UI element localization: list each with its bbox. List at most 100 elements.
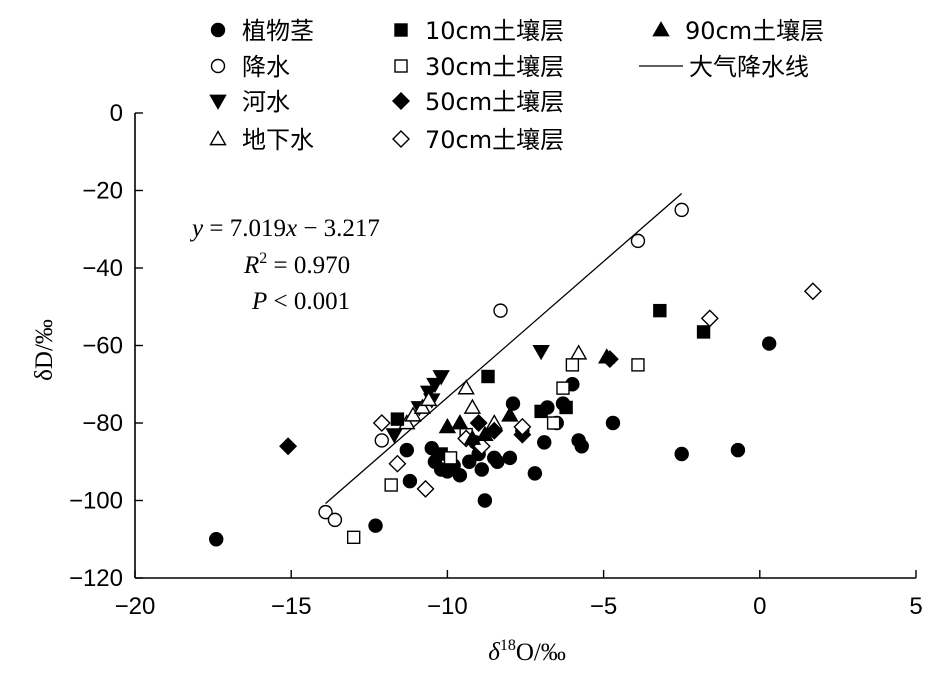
x-axis-label-rest: O/‰: [516, 639, 566, 666]
data-point: [485, 421, 504, 440]
series-1: [318, 202, 689, 528]
data-point: [399, 442, 414, 458]
p-text: P < 0.001: [251, 288, 350, 315]
data-point: [279, 437, 298, 456]
data-point: [463, 429, 482, 445]
data-point: [559, 400, 573, 415]
data-point: [493, 303, 508, 318]
data-point: [574, 439, 589, 454]
data-point: [674, 446, 689, 462]
data-point: [474, 462, 489, 477]
data-point: [327, 512, 343, 528]
data-point: [534, 404, 548, 419]
data-point: [546, 416, 561, 430]
legend-label: 降水: [242, 53, 290, 81]
data-point: [565, 358, 580, 372]
data-point: [598, 348, 616, 364]
data-point: [413, 398, 432, 414]
legend-label: 河水: [242, 88, 290, 116]
data-point: [452, 468, 468, 483]
data-point: [696, 325, 711, 339]
data-point: [416, 479, 435, 498]
meteoric-water-line-group: [325, 192, 683, 505]
data-point: [674, 202, 689, 218]
legend-label: 植物茎: [242, 17, 314, 45]
legend-label: 10cm土壤层: [425, 17, 564, 45]
data-point: [457, 379, 475, 395]
x-tick-label: 0: [753, 593, 766, 620]
data-point: [569, 344, 588, 360]
data-point: [502, 450, 518, 466]
legend-marker: [392, 92, 410, 110]
data-point: [605, 415, 621, 431]
equation-y: y: [189, 215, 204, 242]
legend-label: 90cm土壤层: [685, 17, 824, 45]
data-point: [803, 282, 822, 301]
data-point: [368, 518, 383, 533]
series-8: [438, 348, 616, 445]
legend-label: 大气降水线: [689, 53, 809, 81]
data-point: [513, 417, 532, 436]
legend-marker: [394, 23, 408, 37]
legend-label: 30cm土壤层: [425, 53, 564, 81]
data-point: [481, 369, 495, 384]
data-point: [385, 428, 403, 444]
y-tick-label: −20: [82, 178, 123, 205]
regression-annotation: y = 7.019x − 3.217 R2 = 0.970 P < 0.001: [189, 215, 380, 315]
data-point: [390, 412, 405, 426]
data-point: [438, 417, 457, 434]
data-point: [374, 433, 389, 448]
data-point: [462, 454, 477, 469]
data-point: [490, 454, 505, 469]
y-tick-label: 0: [110, 100, 123, 127]
data-point: [761, 336, 777, 351]
data-point: [463, 398, 482, 414]
r2-rest: = 0.970: [267, 252, 350, 279]
x-tick-label: −15: [271, 593, 312, 620]
data-point: [476, 425, 494, 441]
equation-rest: − 3.217: [297, 215, 380, 242]
data-point: [372, 414, 391, 432]
p-p: P: [251, 288, 267, 315]
data-point: [402, 473, 418, 489]
r2-sup: 2: [259, 250, 267, 267]
data-point: [556, 381, 570, 395]
y-tick-label: −80: [82, 410, 123, 437]
equation-x: x: [285, 215, 297, 242]
x-tick-label: 5: [909, 593, 922, 620]
p-rest: < 0.001: [267, 288, 350, 315]
r2-text: R2 = 0.970: [243, 250, 350, 279]
data-point: [537, 435, 552, 450]
y-tick-label: −100: [69, 488, 123, 515]
data-point: [653, 303, 667, 318]
y-axis-label: δD/‰: [31, 319, 58, 381]
equation-eq: = 7.019: [203, 215, 286, 242]
data-points: [209, 202, 822, 547]
data-point: [469, 414, 488, 432]
legend-label: 地下水: [242, 126, 314, 154]
data-point: [318, 504, 333, 520]
x-tick-label: −10: [427, 593, 468, 620]
legend-marker: [394, 59, 408, 73]
data-point: [477, 493, 493, 508]
data-point: [532, 344, 550, 361]
x-axis-label: δ18O/‰: [488, 637, 566, 666]
legend-marker: [209, 94, 227, 110]
equation-text: y = 7.019x − 3.217: [189, 215, 380, 242]
data-point: [426, 377, 444, 394]
series-3: [398, 344, 588, 430]
data-point: [527, 466, 543, 481]
legend-marker: [210, 22, 226, 38]
data-point: [346, 530, 361, 545]
legend-marker: [210, 58, 226, 74]
data-point: [209, 532, 224, 547]
legend-marker: [652, 21, 670, 37]
x-axis-label-delta: δ: [488, 639, 500, 666]
y-tick-label: −40: [82, 255, 123, 282]
axes: 0−20−40−60−80−100−120−20 −15 −10 −5 0 5: [69, 100, 923, 620]
y-tick-label: −120: [69, 565, 123, 592]
data-point: [630, 233, 646, 249]
legend-marker: [392, 130, 410, 148]
y-tick-label: −60: [82, 333, 123, 360]
